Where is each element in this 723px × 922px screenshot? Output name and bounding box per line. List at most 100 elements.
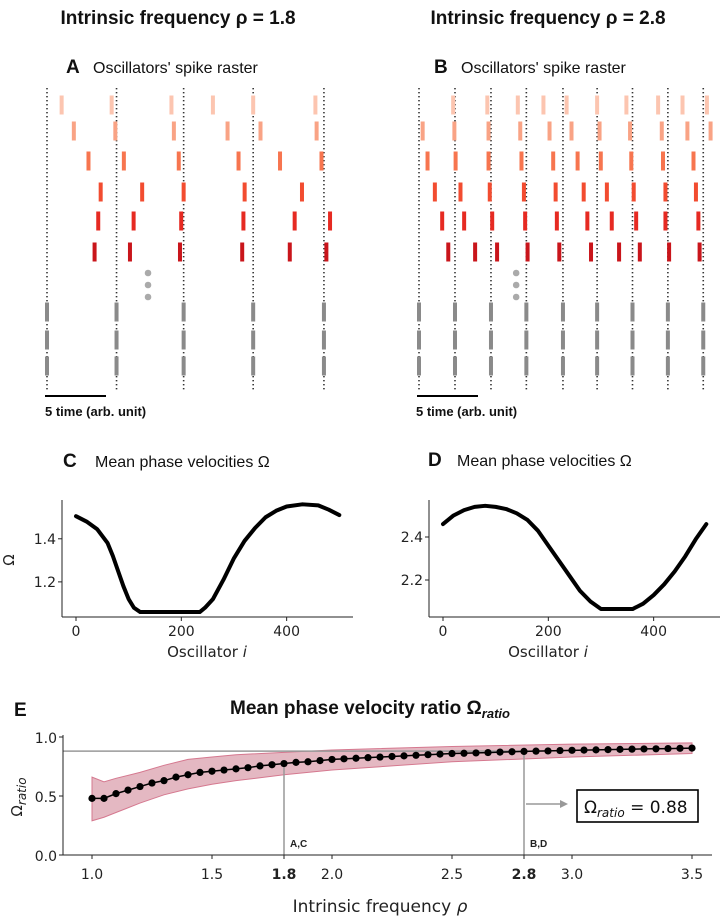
spike-mark-gray xyxy=(321,356,326,376)
confidence-band xyxy=(91,742,693,822)
spike-mark xyxy=(440,211,445,231)
spike-mark xyxy=(453,151,458,171)
spike-mark-gray xyxy=(488,356,493,376)
data-point xyxy=(484,748,492,757)
spike-mark xyxy=(71,121,76,141)
data-point xyxy=(376,753,384,761)
spike-mark xyxy=(96,211,101,231)
velocity-curve xyxy=(441,503,709,612)
panel-d-letter: D xyxy=(428,450,442,471)
chart-d: 0 200 400 2.2 2.4 xyxy=(401,500,720,640)
ellipsis-dot xyxy=(512,269,520,277)
spike-mark xyxy=(604,182,609,202)
data-point xyxy=(604,746,612,754)
spike-mark xyxy=(251,95,256,115)
spike-mark xyxy=(98,182,103,202)
spike-mark xyxy=(210,95,215,115)
scale-label-b: 5 time (arb. unit) xyxy=(416,404,517,419)
x-tick-label: 400 xyxy=(273,624,300,640)
data-point xyxy=(340,755,348,763)
spike-mark xyxy=(299,182,304,202)
spike-mark-gray xyxy=(417,330,421,350)
panel-d-title: Mean phase velocities Ω xyxy=(457,453,632,470)
spike-mark xyxy=(547,121,552,141)
chart-c-xlabel: Oscillator i xyxy=(167,643,248,661)
spike-mark-gray xyxy=(181,356,186,376)
spike-mark xyxy=(685,121,690,141)
spike-mark-gray xyxy=(524,330,529,350)
spike-mark xyxy=(169,95,174,115)
ellipsis-dot xyxy=(144,281,152,289)
data-point xyxy=(592,746,600,754)
data-point xyxy=(688,744,696,752)
spike-mark xyxy=(551,151,556,171)
x-tick-label: 2.5 xyxy=(441,867,463,883)
spike-mark xyxy=(521,182,526,202)
spike-mark xyxy=(631,182,636,202)
data-point xyxy=(448,749,456,758)
spike-mark-gray xyxy=(114,330,119,350)
panel-a-title: Oscillators' spike raster xyxy=(93,60,259,77)
spike-mark xyxy=(485,95,490,115)
spike-mark xyxy=(541,95,546,115)
data-point xyxy=(292,758,300,766)
data-point xyxy=(652,745,660,753)
data-point xyxy=(244,764,252,772)
x-tick-label: 0 xyxy=(439,624,448,640)
spike-mark-gray xyxy=(595,330,600,350)
panel-a-letter: A xyxy=(66,57,80,78)
spike-mark xyxy=(451,95,456,115)
spike-mark xyxy=(420,121,425,141)
column-title-right: Intrinsic frequency ρ = 2.8 xyxy=(430,8,665,29)
spike-mark xyxy=(313,95,318,115)
data-point xyxy=(664,744,672,753)
spike-mark-gray xyxy=(665,330,670,350)
arrow-head xyxy=(560,800,568,808)
panel-b-letter: B xyxy=(434,57,448,78)
spike-mark xyxy=(515,95,520,115)
spike-mark-gray xyxy=(665,356,670,376)
spike-mark xyxy=(575,151,580,171)
marker-label: B,D xyxy=(530,839,547,850)
spike-mark xyxy=(628,121,633,141)
panel-e-letter: E xyxy=(14,700,27,721)
spike-mark xyxy=(179,211,184,231)
spike-mark-gray xyxy=(595,356,600,376)
spike-mark xyxy=(140,182,145,202)
data-point xyxy=(676,744,684,752)
spike-mark xyxy=(113,121,118,141)
data-point xyxy=(460,749,468,757)
data-point xyxy=(172,773,180,781)
data-point xyxy=(412,751,420,759)
spike-mark-gray xyxy=(452,302,457,322)
spike-mark xyxy=(659,121,664,141)
spike-mark xyxy=(637,242,642,262)
data-point xyxy=(232,765,240,773)
chart-d-xlabel: Oscillator i xyxy=(508,643,589,661)
ellipsis-dot xyxy=(144,293,152,301)
y-tick-label: 1.0 xyxy=(35,731,57,747)
data-point xyxy=(508,748,516,756)
spike-mark xyxy=(236,151,241,171)
spike-mark xyxy=(696,211,701,231)
spike-mark xyxy=(663,211,668,231)
spike-mark xyxy=(432,182,437,202)
ellipsis-dot xyxy=(144,269,152,277)
x-tick-label: 200 xyxy=(535,624,562,640)
spike-mark xyxy=(59,95,64,115)
spike-mark xyxy=(589,242,594,262)
x-tick-label: 0 xyxy=(72,624,81,640)
spike-mark xyxy=(487,182,492,202)
spike-mark xyxy=(495,242,500,262)
spike-mark-gray xyxy=(181,302,186,322)
spike-mark xyxy=(131,211,136,231)
spike-mark-gray xyxy=(665,302,670,322)
spike-mark xyxy=(86,151,91,171)
panel-c-letter: C xyxy=(63,451,77,472)
panel-e-title: Mean phase velocity ratio Ωratio xyxy=(230,698,510,721)
spike-mark xyxy=(324,242,329,262)
spike-mark-gray xyxy=(560,356,565,376)
panel-c-title: Mean phase velocities Ω xyxy=(95,454,270,471)
spike-mark xyxy=(242,182,247,202)
annotation-box: Ωratio = 0.88 xyxy=(576,789,699,823)
